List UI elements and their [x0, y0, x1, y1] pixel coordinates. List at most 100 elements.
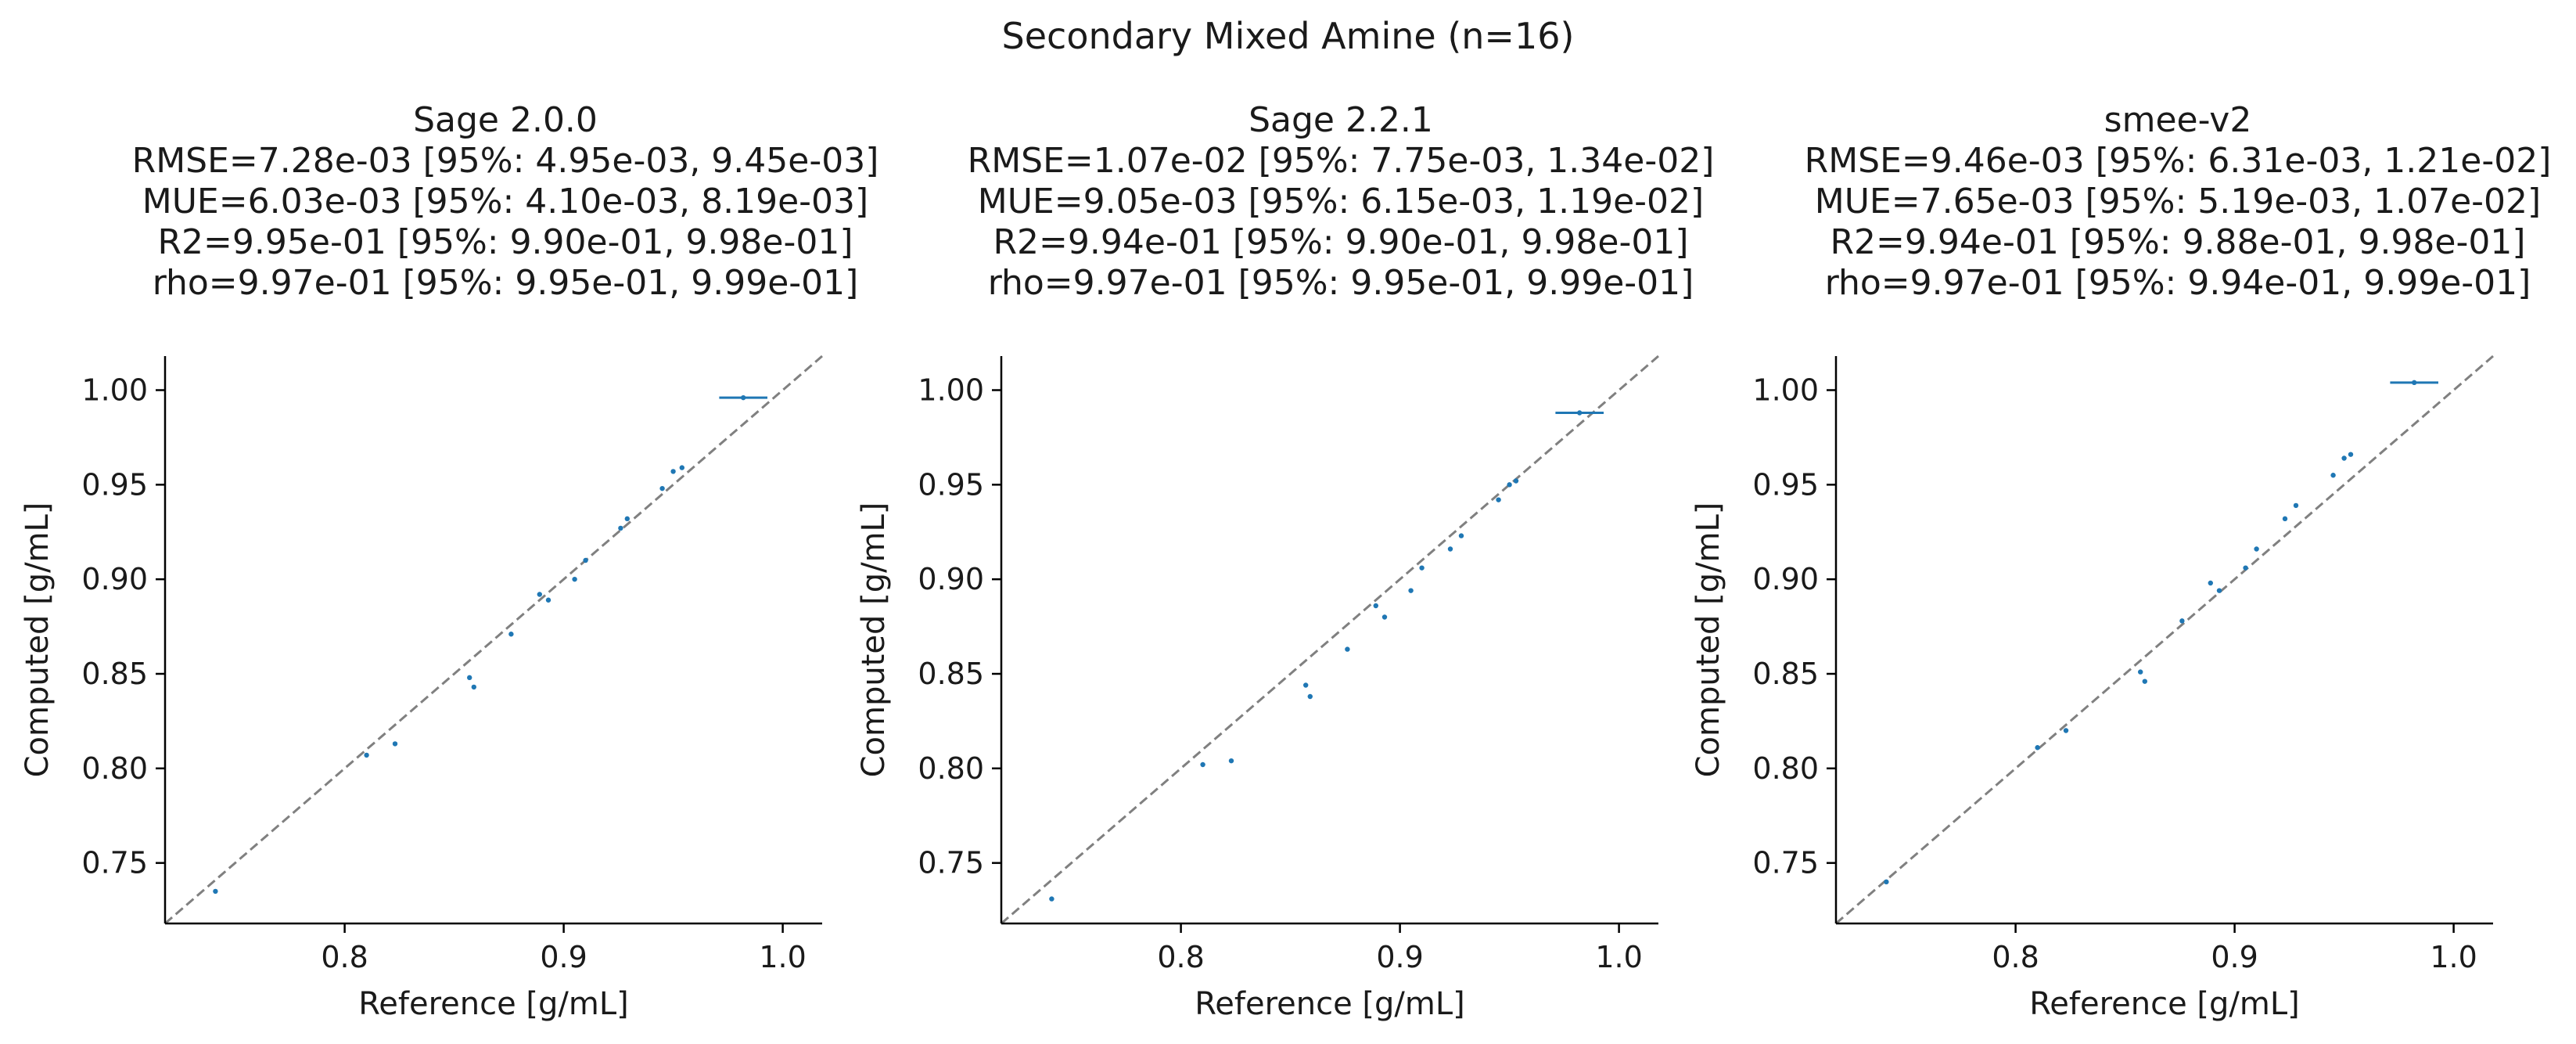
x-axis-label: Reference [g/mL]	[2029, 986, 2299, 1022]
data-point	[508, 632, 514, 637]
panel-title-block: Sage 2.2.1 RMSE=1.07e-02 [95%: 7.75e-03,…	[911, 100, 1771, 304]
x-axis-label: Reference [g/mL]	[358, 986, 628, 1022]
panel-title: Sage 2.2.1	[1248, 100, 1433, 140]
y-tick-label: 0.95	[1752, 467, 1819, 502]
identity-line	[1001, 355, 1659, 925]
data-point	[670, 469, 676, 474]
panel-title-block: smee-v2 RMSE=9.46e-03 [95%: 6.31e-03, 1.…	[1748, 100, 2576, 304]
data-point	[1447, 546, 1453, 552]
y-tick-label: 1.00	[81, 373, 148, 408]
data-point	[583, 557, 588, 563]
data-point	[467, 675, 472, 681]
data-point	[1513, 478, 1519, 484]
data-point	[618, 525, 623, 531]
data-point	[1049, 896, 1054, 902]
y-tick-label: 1.00	[1752, 373, 1819, 408]
panel-title: Sage 2.0.0	[413, 100, 598, 140]
panel-title: smee-v2	[2104, 100, 2252, 140]
scatter-panel-1: 0.8 0.9 1.0 0.75 0.80 0.85 0.90 0.95 1.00 Referen…	[856, 355, 1659, 1022]
y-tick-label: 0.75	[81, 846, 148, 880]
y-tick-label: 0.95	[81, 467, 148, 502]
data-point	[1577, 410, 1583, 416]
data-point	[1458, 533, 1464, 538]
data-point	[659, 485, 665, 491]
data-point	[2142, 679, 2147, 684]
data-point	[2412, 380, 2417, 386]
stat-r2: R2=9.94e-01 [95%: 9.90e-01, 9.98e-01]	[993, 222, 1689, 262]
y-tick-label: 0.85	[81, 657, 148, 691]
data-point	[679, 465, 684, 470]
data-point	[471, 684, 476, 690]
data-point	[2293, 502, 2299, 509]
data-point	[1345, 646, 1350, 652]
data-point	[2063, 728, 2069, 733]
y-axis-label: Computed [g/mL]	[1690, 502, 1726, 778]
data-point	[1228, 758, 1234, 764]
data-point	[1496, 497, 1501, 502]
data-point	[537, 592, 542, 597]
data-point	[624, 516, 630, 522]
scatter-panel-2: 0.8 0.9 1.0 0.75 0.80 0.85 0.90 0.95 1.00 Referen…	[1690, 355, 2494, 1022]
x-axis-label: Reference [g/mL]	[1195, 986, 1464, 1022]
stat-mue: MUE=6.03e-03 [95%: 4.10e-03, 8.19e-03]	[142, 182, 869, 221]
x-tick-label: 1.0	[759, 940, 806, 974]
x-tick-label: 1.0	[2430, 940, 2477, 974]
scatter-panel-0: 0.8 0.9 1.0 0.75 0.80 0.85 0.90 0.95 1.00 Referen…	[20, 355, 823, 1022]
data-point	[2341, 455, 2347, 461]
identity-line	[1835, 355, 2494, 925]
figure-title: Secondary Mixed Amine (n=16)	[1001, 15, 1575, 57]
data-point	[1381, 614, 1388, 620]
panel-title-block: Sage 2.0.0 RMSE=7.28e-03 [95%: 4.95e-03,…	[75, 100, 936, 304]
stat-r2: R2=9.95e-01 [95%: 9.90e-01, 9.98e-01]	[157, 222, 853, 262]
data-point	[2179, 618, 2185, 624]
y-tick-label: 1.00	[918, 373, 984, 408]
y-tick-label: 0.75	[918, 846, 984, 880]
data-point	[2282, 516, 2288, 522]
data-point	[2035, 745, 2040, 751]
y-tick-label: 0.80	[918, 751, 984, 786]
data-point	[1884, 879, 1889, 885]
x-tick-label: 0.9	[2211, 940, 2258, 974]
data-point	[1507, 482, 1512, 488]
y-axis-label: Computed [g/mL]	[856, 502, 892, 778]
data-point	[2243, 565, 2248, 571]
y-tick-label: 0.80	[81, 751, 148, 786]
data-point	[1200, 761, 1205, 768]
y-tick-label: 0.85	[1752, 657, 1819, 691]
data-point	[2348, 452, 2354, 457]
data-point	[392, 741, 398, 747]
x-tick-label: 0.8	[321, 940, 368, 974]
data-point	[1419, 565, 1425, 571]
stat-rho: rho=9.97e-01 [95%: 9.95e-01, 9.99e-01]	[987, 263, 1694, 303]
data-point	[1408, 588, 1414, 593]
x-tick-label: 0.9	[1376, 940, 1423, 974]
data-point	[2216, 588, 2222, 593]
y-tick-label: 0.85	[918, 657, 984, 691]
data-point	[2138, 669, 2143, 675]
x-tick-label: 0.8	[1992, 940, 2039, 974]
data-point	[1307, 693, 1313, 700]
y-tick-label: 0.90	[918, 562, 984, 596]
y-tick-label: 0.90	[1752, 562, 1819, 596]
y-axis-label: Computed [g/mL]	[20, 502, 56, 778]
stat-rmse: RMSE=1.07e-02 [95%: 7.75e-03, 1.34e-02]	[967, 141, 1715, 181]
stat-rmse: RMSE=9.46e-03 [95%: 6.31e-03, 1.21e-02]	[1804, 141, 2552, 181]
y-tick-label: 0.80	[1752, 751, 1819, 786]
data-point	[572, 576, 577, 582]
stat-rho: rho=9.97e-01 [95%: 9.94e-01, 9.99e-01]	[1824, 263, 2531, 303]
stat-mue: MUE=7.65e-03 [95%: 5.19e-03, 1.07e-02]	[1814, 182, 2542, 221]
x-tick-label: 0.9	[540, 940, 587, 974]
stat-mue: MUE=9.05e-03 [95%: 6.15e-03, 1.19e-02]	[977, 182, 1705, 221]
data-point	[2330, 473, 2336, 478]
data-point	[1373, 603, 1379, 609]
data-point	[364, 752, 369, 758]
y-tick-label: 0.90	[81, 562, 148, 596]
x-tick-label: 1.0	[1595, 940, 1642, 974]
stat-rmse: RMSE=7.28e-03 [95%: 4.95e-03, 9.45e-03]	[131, 141, 879, 181]
data-point	[1303, 682, 1309, 688]
data-point	[213, 888, 218, 895]
identity-line	[164, 355, 823, 925]
x-tick-label: 0.8	[1157, 940, 1204, 974]
